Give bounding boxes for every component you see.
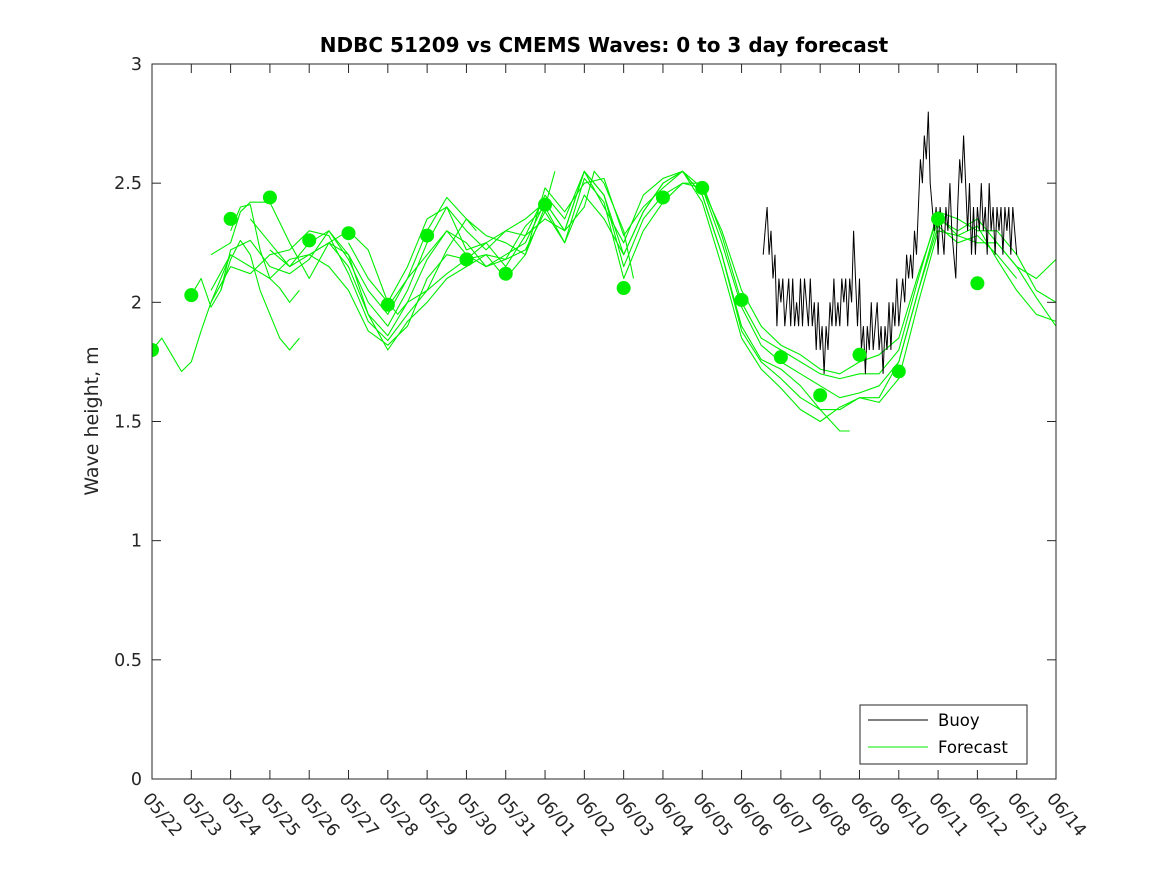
forecast-marker <box>773 350 788 365</box>
forecast-line-1 <box>190 239 300 351</box>
series-layer <box>152 111 1056 432</box>
forecast-marker <box>616 281 631 296</box>
x-tick-label: 05/27 <box>335 789 383 840</box>
forecast-marker <box>184 288 199 303</box>
forecast-line-8 <box>269 170 1056 411</box>
forecast-line-2 <box>230 204 300 303</box>
x-tick-label: 05/30 <box>453 789 501 840</box>
legend-label-buoy: Buoy <box>938 711 980 730</box>
y-tick-label: 2 <box>131 293 142 313</box>
x-tick-label: 05/29 <box>413 789 461 840</box>
x-tick-label: 06/03 <box>610 789 658 840</box>
x-tick-label: 06/05 <box>688 789 736 840</box>
x-tick-label: 05/24 <box>217 789 265 840</box>
forecast-marker <box>459 252 474 267</box>
x-tick-label: 05/25 <box>256 789 304 840</box>
x-tick-label: 05/31 <box>492 789 540 840</box>
forecast-marker <box>380 297 395 312</box>
forecast-line-6 <box>220 170 850 432</box>
x-tick-label: 05/22 <box>138 789 186 840</box>
forecast-marker <box>152 343 159 357</box>
x-tick-label: 06/01 <box>531 789 579 840</box>
forecast-line-5 <box>210 170 635 342</box>
forecast-marker <box>498 266 513 281</box>
y-tick-label: 1 <box>131 532 142 552</box>
x-tick-label: 05/26 <box>295 789 343 840</box>
forecast-marker <box>655 190 670 205</box>
x-tick-label: 06/02 <box>571 789 619 840</box>
y-tick-label: 1.5 <box>114 413 142 433</box>
x-tick-label: 06/12 <box>964 789 1012 840</box>
forecast-marker <box>852 347 867 362</box>
y-tick-label: 0 <box>131 770 142 790</box>
x-tick-label: 06/10 <box>885 789 933 840</box>
forecast-marker <box>970 276 985 291</box>
forecast-marker <box>223 211 238 226</box>
x-tick-label: 06/04 <box>649 789 697 840</box>
x-tick-label: 06/11 <box>924 789 972 840</box>
x-tick-label: 06/13 <box>1003 789 1051 840</box>
forecast-marker <box>538 197 553 212</box>
chart-title: NDBC 51209 vs CMEMS Waves: 0 to 3 day fo… <box>320 33 889 57</box>
forecast-line-9 <box>308 170 1056 399</box>
forecast-line-7 <box>249 170 1018 423</box>
forecast-marker <box>302 233 317 248</box>
x-tick-label: 06/09 <box>846 789 894 840</box>
forecast-marker <box>695 180 710 195</box>
y-tick-label: 0.5 <box>114 651 142 671</box>
forecast-marker <box>813 388 828 403</box>
forecast-line-11 <box>387 177 1056 375</box>
legend: Buoy Forecast <box>859 704 1028 765</box>
x-tick-label: 06/06 <box>728 789 776 840</box>
legend-box <box>859 704 1028 765</box>
x-tick-label: 05/23 <box>177 789 225 840</box>
x-tick-label: 06/08 <box>806 789 854 840</box>
forecast-marker <box>420 228 435 243</box>
forecast-marker <box>931 211 946 226</box>
forecast-marker <box>734 292 749 307</box>
y-tick-label: 3 <box>131 55 142 75</box>
x-tick-label: 06/14 <box>1042 789 1090 840</box>
forecast-marker <box>891 364 906 379</box>
legend-label-forecast: Forecast <box>938 738 1008 757</box>
plot-area-frame <box>151 63 1057 780</box>
forecast-marker <box>262 190 277 205</box>
x-tick-label: 05/28 <box>374 789 422 840</box>
y-tick-label: 2.5 <box>114 174 142 194</box>
y-axis-label: Wave height, m <box>81 346 103 495</box>
forecast-marker <box>341 226 356 241</box>
x-tick-label: 06/07 <box>767 789 815 840</box>
buoy-line <box>762 111 1018 374</box>
y-axis: 0 0.5 1 1.5 2 2.5 3 <box>114 55 1056 790</box>
forecast-line-0 <box>152 254 232 373</box>
